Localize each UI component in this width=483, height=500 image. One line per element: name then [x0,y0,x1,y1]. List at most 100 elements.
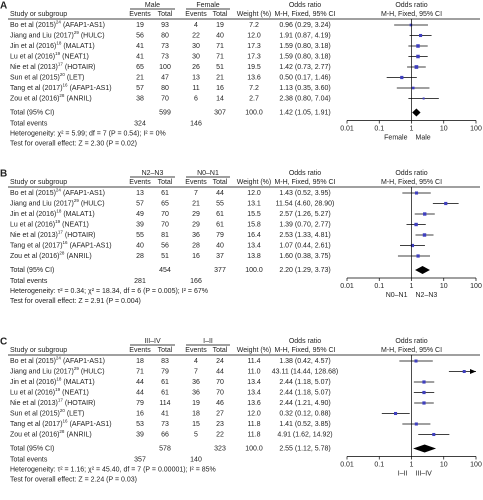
reference: 16 [63,240,69,245]
study: Jin et al (2016) [10,43,56,50]
count: 377 [214,267,226,274]
study: Nie et al (2013) [10,400,58,407]
reference: 29 [74,30,80,35]
reference: 17 [58,62,64,67]
odds-ratio: 0.32 (0.12, 0.88) [279,410,330,417]
count: 140 [190,456,202,463]
odds-ratio: 4.91 (1.62, 14.92) [277,431,332,438]
count: 41 [136,43,144,50]
weight: 11.0 [247,368,260,375]
panel-label: A [0,1,7,12]
odds-ratio: 11.54 (4.60, 28.90) [276,200,335,207]
count: 36 [192,389,200,396]
count: 30 [192,43,200,50]
count: 57 [136,200,144,207]
study-marker [422,401,426,405]
count: 61 [161,190,169,197]
odds-ratio: 2.38 (0.80, 7.04) [279,95,330,102]
reference: 16 [63,419,69,424]
x-tick-label: 10 [440,461,448,468]
odds-ratio: 1.07 (0.44, 2.61) [279,242,330,249]
count: 40 [216,242,224,249]
study: Sun et al (2015) [10,410,60,417]
study-name: Jin et al (2016)18 (MALAT1) [10,377,95,386]
reference: 24 [56,188,62,193]
count: 4 [194,22,198,29]
count: 70 [216,379,224,386]
x-tick-label: 100 [470,283,482,290]
weight: 13.6 [247,74,261,81]
total-header: Total [158,347,173,354]
x-tick-label: 0.1 [374,125,384,132]
study-marker [422,380,426,384]
study: Tang et al (2017) [10,421,63,428]
study-name: Sun et al (2015)20 (LET) [10,72,84,81]
subgroup: (HULC) [81,200,105,207]
study: Lu et al (2016) [10,221,55,228]
count: 47 [161,74,169,81]
count: 56 [136,32,144,39]
study: Zou et al (2016) [10,253,59,260]
count: 13 [192,74,200,81]
count: 51 [216,64,224,71]
or-title: Odds ratio [395,170,427,177]
weight: 16.4 [247,232,261,239]
study-name: Jin et al (2016)18 (MALAT1) [10,41,95,50]
total-events-label: Total events [10,120,48,127]
count: 39 [136,221,144,228]
odds-ratio: 0.96 (0.29, 3.24) [279,22,330,29]
study-name: Nie et al (2013)17 (HOTAIR) [10,62,95,71]
count: 51 [161,253,169,260]
study: Tang et al (2017) [10,242,63,249]
subgroup: (HOTAIR) [65,64,96,71]
weight: 11.8 [247,421,260,428]
group-name: N0–N1 [197,170,219,177]
count: 166 [190,278,202,285]
count: 39 [136,431,144,438]
count: 146 [190,120,202,127]
subgroup: (LET) [67,410,85,417]
study-name: Zou et al (2016)28 (ANRIL) [10,429,92,438]
panel-label: C [0,337,7,348]
reference: 29 [74,366,80,371]
or-method: M-H, Fixed, 95% CI [274,347,335,354]
weight: 13.6 [247,400,261,407]
study-marker [416,54,420,59]
reference: 16 [63,83,69,88]
count: 70 [161,211,169,218]
study-name: Sun et al (2015)20 (LET) [10,408,84,417]
count: 4 [194,358,198,365]
events-header: Events [185,11,207,18]
or-title: Odds ratio [395,2,427,9]
count: 71 [216,43,224,50]
weight: 13.4 [247,242,261,249]
count: 324 [134,120,146,127]
subgroup: (AFAP1-AS1) [70,85,112,92]
count: 16 [192,253,200,260]
reference: 19 [55,51,61,56]
study: Zou et al (2016) [10,431,59,438]
study-marker [414,359,418,363]
count: 28 [136,253,144,260]
favours-label: Male [416,134,431,141]
weight: 17.3 [247,53,261,60]
count: 323 [214,445,226,452]
count: 61 [216,211,224,218]
count: 18 [192,410,200,417]
study: Nie et al (2013) [10,64,58,71]
x-tick-label: 0.01 [340,125,354,132]
count: 22 [216,431,224,438]
weight: 19.5 [247,64,261,71]
count: 71 [216,53,224,60]
subgroup: (ANRIL) [66,95,91,102]
weight-header: Weight (%) [237,11,272,18]
weight: 100.0 [245,445,263,452]
study-marker [416,254,420,258]
group-name: III–IV [144,338,161,345]
overall-effect: Test for overall effect: Z = 2.30 (P = 0… [10,140,137,147]
odds-ratio: 2.44 (1.21, 4.90) [279,400,330,407]
odds-ratio: 0.50 (0.17, 1.46) [279,74,330,81]
count: 38 [136,95,144,102]
